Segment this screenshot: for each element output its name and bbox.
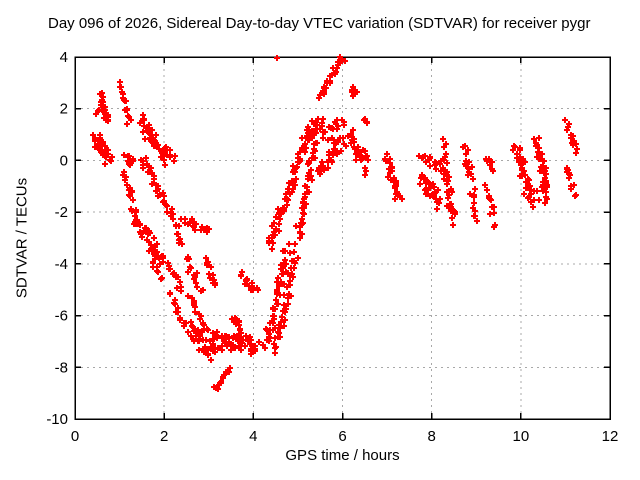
x-axis-title: GPS time / hours (285, 447, 400, 464)
x-tick-label: 10 (512, 428, 529, 445)
x-tick-label: 4 (249, 428, 257, 445)
x-tick-label: 0 (71, 428, 79, 445)
x-tick-label: 6 (338, 428, 346, 445)
gridlines (75, 57, 610, 419)
y-tick-label: 0 (60, 152, 68, 169)
data-points-sdtvar (90, 54, 580, 392)
y-tick-label: -4 (55, 256, 68, 273)
x-tick-labels: 0 2 4 6 8 10 12 (71, 428, 619, 445)
y-tick-label: -6 (55, 308, 68, 325)
y-tick-labels: 4 2 0 -2 -4 -6 -8 -10 (46, 49, 68, 428)
x-tick-label: 2 (160, 428, 168, 445)
chart-title: Day 096 of 2026, Sidereal Day-to-day VTE… (48, 15, 591, 32)
y-tick-label: -8 (55, 359, 68, 376)
y-tick-label: -2 (55, 204, 68, 221)
y-tick-label: -10 (46, 411, 68, 428)
y-tick-label: 2 (60, 101, 68, 118)
y-tick-label: 4 (60, 49, 68, 66)
x-tick-label: 12 (602, 428, 619, 445)
x-tick-label: 8 (427, 428, 435, 445)
